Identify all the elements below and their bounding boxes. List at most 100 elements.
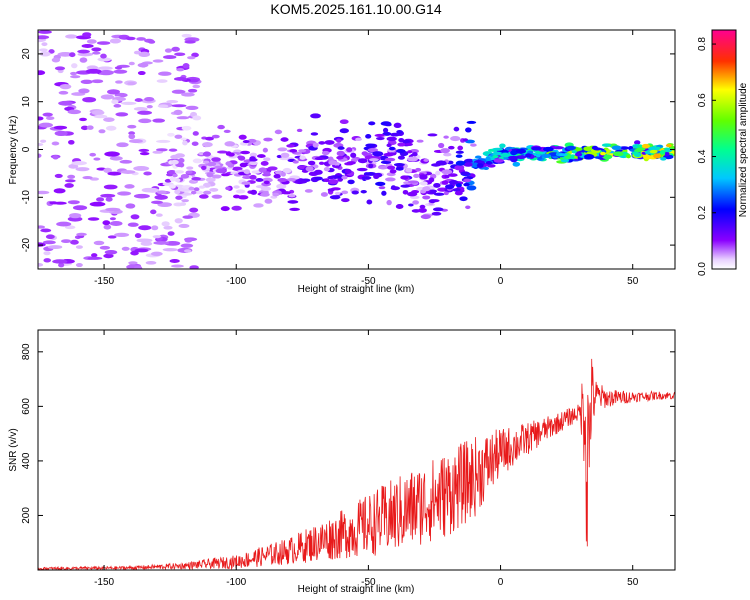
spectrogram-cell [368, 121, 376, 126]
spectrogram-cell [641, 143, 650, 149]
spectrogram-cell [211, 174, 222, 179]
spectrogram-cell [361, 176, 372, 180]
spectrogram-cell [171, 264, 184, 268]
spectrogram-cell [69, 52, 76, 58]
spectrogram-cell [97, 66, 113, 70]
x-tick-label-1: -100 [226, 276, 246, 287]
spectrogram-cell [382, 127, 389, 133]
spectrogram-cell [606, 149, 612, 153]
spectrogram-cell [174, 218, 183, 224]
x-tick-label-1: -50 [361, 276, 376, 287]
spectrogram-cell [187, 56, 196, 60]
spectrogram-cell [336, 150, 345, 157]
spectrogram-cell [162, 55, 177, 60]
spectrogram-cell [636, 147, 646, 151]
spectrogram-cell [38, 225, 46, 229]
spectrogram-cell [137, 110, 152, 115]
spectrogram-cell [255, 177, 264, 182]
spectrogram-cell [583, 154, 595, 160]
spectrogram-cell [38, 142, 44, 147]
spectrogram-cell [386, 199, 392, 206]
spectrogram-cell [162, 247, 179, 252]
y-tick-label-1: 0 [21, 146, 32, 152]
spectrogram-cell [253, 203, 264, 208]
spectrogram-cell [100, 94, 115, 100]
spectrogram-cell [102, 220, 111, 226]
spectrogram-cell [374, 133, 385, 137]
spectrogram-cell [535, 153, 541, 158]
spectrogram-cell [455, 150, 464, 154]
spectrogram-cell [397, 142, 406, 147]
spectrogram-cell [249, 152, 258, 157]
spectrogram-cell [636, 144, 643, 149]
spectrogram-cell [282, 167, 292, 174]
spectrogram-cell [137, 71, 146, 76]
spectrogram-cell [341, 198, 350, 203]
spectrogram-cell [341, 175, 348, 180]
x-tick-label-2: -50 [361, 577, 376, 588]
spectrogram-cell [248, 161, 258, 166]
spectrogram-cell [115, 112, 129, 117]
spectrogram-cell [314, 156, 325, 161]
spectrogram-cell [173, 109, 183, 116]
spectrogram-cell [181, 33, 192, 38]
spectrogram-cell [441, 169, 453, 175]
spectrogram-cell [288, 194, 296, 198]
spectrogram-cell [38, 116, 44, 121]
spectrogram-cell [665, 148, 673, 153]
spectrogram-cell [304, 189, 313, 193]
spectrogram-cell [263, 171, 271, 175]
spectrogram-cell [105, 207, 121, 212]
spectrogram-cell [181, 125, 192, 131]
spectrogram-cell [260, 186, 272, 192]
spectrogram-cell [113, 69, 128, 74]
spectrogram-cell [133, 107, 148, 111]
spectrogram-cell [158, 71, 172, 76]
spectrogram-cell [407, 156, 418, 162]
spectrogram-cell [202, 160, 210, 164]
spectrogram-cell [280, 137, 289, 142]
spectrogram-cell [152, 235, 162, 239]
spectrogram-cell [395, 166, 404, 171]
spectrogram-cell [474, 155, 482, 159]
spectrogram-cell [463, 182, 470, 187]
colorbar-tick-label: 0.4 [697, 149, 708, 163]
spectrogram-cell [180, 243, 194, 248]
spectrogram-cell [58, 100, 74, 106]
colorbar-tick-label: 0.8 [697, 37, 708, 51]
spectrogram-cell [462, 138, 469, 142]
spectrogram-cell [136, 37, 146, 41]
spectrogram-cell [416, 139, 424, 143]
spectrogram-cell [382, 131, 392, 136]
spectrogram-cell [169, 259, 180, 264]
spectrogram-cell [54, 173, 63, 178]
spectrogram-cell [38, 263, 44, 267]
spectrogram-cell [58, 90, 69, 95]
spectrogram-cell [452, 188, 461, 192]
spectrogram-cell [237, 195, 249, 200]
spectrogram-cells [38, 30, 675, 269]
spectrogram-cell [402, 139, 411, 144]
spectrogram-cell [433, 182, 441, 188]
spectrogram-cell [368, 163, 374, 169]
spectrogram-cell [45, 116, 55, 120]
spectrogram-cell [249, 174, 257, 180]
spectrogram-cell [182, 215, 194, 219]
spectrogram-cell [408, 203, 414, 207]
spectrogram-cell [156, 79, 168, 83]
spectrogram-cell [410, 195, 420, 200]
spectrogram-cell [168, 184, 176, 189]
spectrogram-cell [223, 129, 231, 133]
spectrogram-cell [422, 195, 431, 200]
x-tick-label-1: 0 [498, 276, 504, 287]
spectrogram-cell [109, 38, 121, 44]
spectrogram-cell [38, 190, 50, 195]
spectrogram-cell [472, 162, 479, 168]
spectrogram-cell [419, 181, 428, 186]
spectrogram-cell [205, 177, 216, 183]
spectrogram-cell [499, 143, 506, 149]
spectrogram-cell [441, 180, 449, 185]
spectrogram-cell [103, 167, 112, 174]
spectrogram-cell [91, 79, 104, 84]
